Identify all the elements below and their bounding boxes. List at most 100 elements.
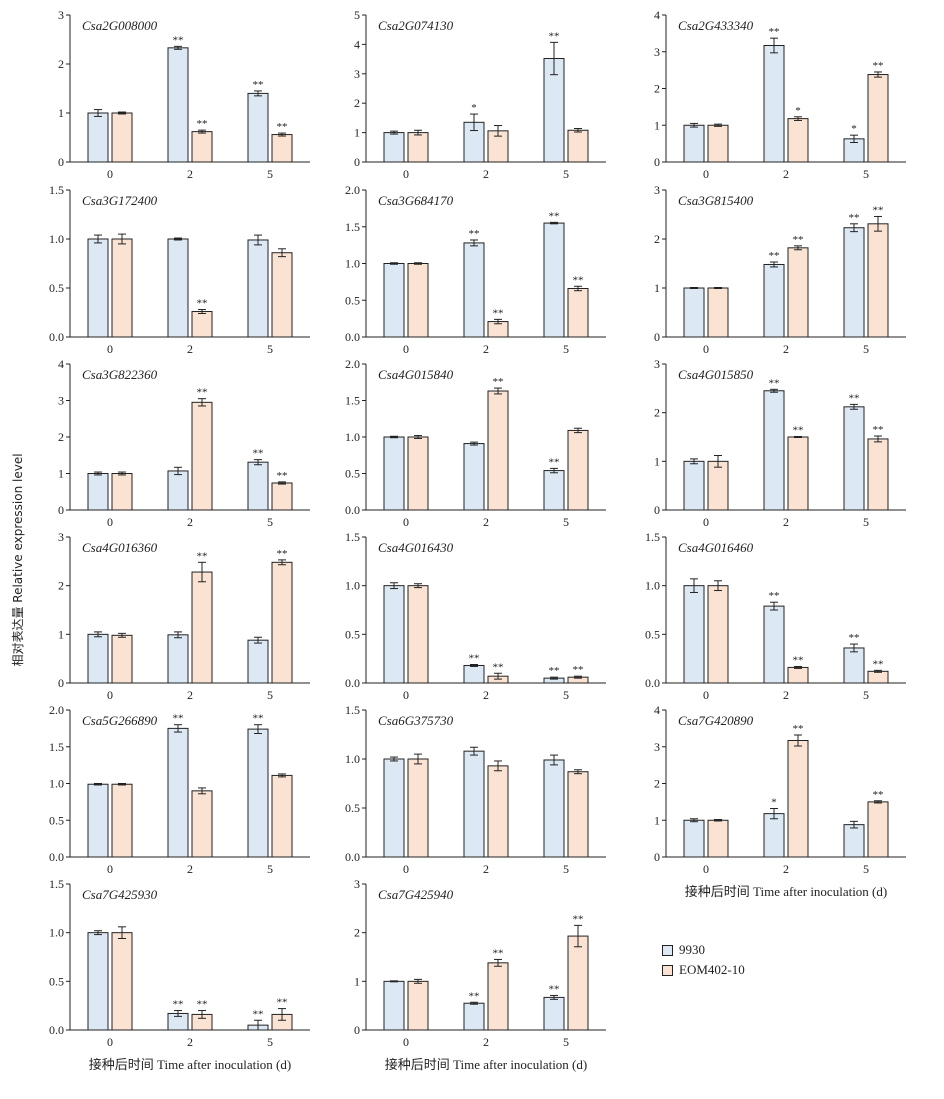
bar-9930: [763, 813, 785, 858]
y-tick-label: 1.0: [345, 579, 360, 593]
y-tick-label: 1.5: [345, 530, 360, 544]
bar-9930: [87, 633, 109, 684]
x-tick-label: 5: [563, 342, 569, 356]
x-tick-label: 0: [107, 688, 113, 702]
chart-panel-csa3g684170: 0.0 0.5 1.0 1.5 2.0 0 2 ** ** 5 ** ** Csa3G684170: [345, 183, 606, 356]
bar-eom402-10: [567, 935, 589, 1031]
chart-title: Csa5G266890: [82, 713, 158, 728]
bar-eom402-10: [111, 783, 133, 858]
chart-panel-csa4g016460: 0.0 0.5 1.0 1.5 0 2 ** ** 5 ** ** Csa4G016460: [645, 530, 906, 702]
y-tick-label: 1.0: [49, 777, 64, 791]
chart-panel-csa4g016360: 0 1 2 3 0 2 ** 5 ** Csa4G016360: [58, 530, 310, 702]
y-tick-label: 0: [354, 1023, 360, 1037]
chart-panel-csa2g008000: 0 1 2 3 0 2 ** ** 5 ** ** Csa2G008000: [58, 8, 310, 181]
bar-9930: [683, 124, 705, 163]
chart-panel-csa5g266890: 0.0 0.5 1.0 1.5 2.0 0 2 ** 5 ** Csa5G266890: [49, 703, 310, 876]
bar-9930: [763, 45, 785, 163]
y-tick-label: 2: [58, 430, 64, 444]
x-tick-label: 2: [483, 515, 489, 529]
x-tick-label: 2: [187, 688, 193, 702]
y-tick-label: 1: [354, 974, 360, 988]
significance-mark: **: [849, 212, 860, 224]
bar-9930: [247, 728, 269, 858]
chart-panel-csa2g074130: 0 1 2 3 4 5 0 2 * 5 ** Csa2G074130: [354, 8, 606, 181]
bar-eom402-10: [787, 118, 809, 163]
x-tick-label: 0: [107, 1035, 113, 1049]
y-tick-label: 1.5: [345, 394, 360, 408]
significance-mark: **: [873, 60, 884, 72]
bar-eom402-10: [407, 758, 429, 858]
y-tick-label: 3: [654, 45, 660, 59]
y-tick-label: 0.0: [49, 850, 64, 864]
bar-9930: [543, 470, 565, 511]
x-tick-label: 0: [703, 167, 709, 181]
x-tick-label: 5: [863, 515, 869, 529]
bar-9930: [167, 727, 189, 858]
bar-eom402-10: [191, 131, 213, 163]
x-tick-label: 5: [863, 167, 869, 181]
x-tick-label: 0: [107, 862, 113, 876]
x-tick-label: 2: [783, 167, 789, 181]
significance-mark: **: [469, 228, 480, 240]
x-tick-label: 2: [783, 515, 789, 529]
bar-9930: [87, 932, 109, 1031]
y-tick-label: 0.5: [49, 281, 64, 295]
bar-eom402-10: [567, 771, 589, 858]
y-tick-label: 2: [58, 57, 64, 71]
bar-9930: [843, 647, 865, 684]
x-tick-label: 5: [267, 167, 273, 181]
significance-mark: **: [197, 118, 208, 130]
significance-mark: **: [873, 658, 884, 670]
y-tick-label: 1: [654, 454, 660, 468]
bar-9930: [683, 287, 705, 338]
y-axis-label-container: 相对表达量 Relative expression level: [11, 453, 25, 666]
y-tick-label: 1: [654, 118, 660, 132]
bar-eom402-10: [111, 932, 133, 1031]
bar-9930: [247, 461, 269, 511]
y-tick-label: 2.0: [345, 183, 360, 197]
y-tick-label: 1.5: [345, 220, 360, 234]
y-tick-label: 0.0: [49, 1023, 64, 1037]
bar-9930: [683, 585, 705, 684]
significance-mark: **: [173, 34, 184, 46]
significance-mark: **: [549, 456, 560, 468]
chart-title: Csa2G433340: [678, 18, 754, 33]
x-tick-label: 2: [187, 1035, 193, 1049]
y-tick-label: 3: [354, 877, 360, 891]
y-tick-label: 0.5: [345, 627, 360, 641]
significance-mark: **: [469, 990, 480, 1002]
y-tick-label: 0.0: [49, 330, 64, 344]
chart-title: Csa4G016460: [678, 540, 754, 555]
y-tick-label: 2: [354, 926, 360, 940]
legend-item-eom402-10: EOM402-10: [662, 960, 745, 980]
y-tick-label: 1: [58, 467, 64, 481]
significance-mark: **: [277, 470, 288, 482]
bar-eom402-10: [787, 666, 809, 684]
x-tick-label: 0: [107, 167, 113, 181]
bar-9930: [383, 758, 405, 858]
legend-item-9930: 9930: [662, 940, 745, 960]
x-tick-label: 0: [703, 515, 709, 529]
bar-eom402-10: [111, 112, 133, 163]
x-tick-label: 0: [703, 342, 709, 356]
significance-mark: **: [549, 983, 560, 995]
bar-9930: [167, 470, 189, 511]
chart-title: Csa3G684170: [378, 193, 454, 208]
bar-9930: [383, 132, 405, 163]
bar-9930: [463, 242, 485, 338]
bar-eom402-10: [787, 740, 809, 858]
bar-9930: [463, 664, 485, 684]
bar-9930: [763, 263, 785, 338]
chart-title: Csa4G015850: [678, 367, 754, 382]
x-tick-label: 2: [187, 342, 193, 356]
bar-9930: [87, 112, 109, 163]
x-tick-label: 0: [403, 515, 409, 529]
bar-eom402-10: [191, 790, 213, 858]
y-tick-label: 0: [654, 503, 660, 517]
bar-9930: [463, 750, 485, 858]
significance-mark: **: [469, 653, 480, 665]
y-tick-label: 2: [654, 406, 660, 420]
bar-eom402-10: [407, 436, 429, 511]
x-tick-label: 0: [403, 688, 409, 702]
chart-title: Csa7G420890: [678, 713, 754, 728]
